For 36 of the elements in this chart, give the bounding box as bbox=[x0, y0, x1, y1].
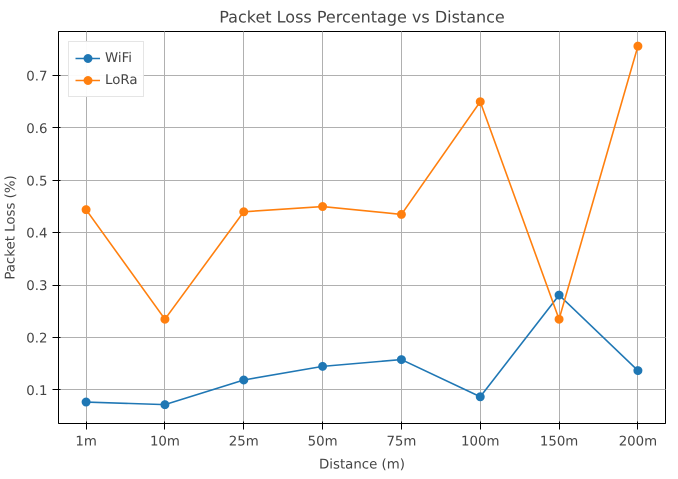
point bbox=[318, 362, 328, 371]
point bbox=[554, 290, 564, 300]
point bbox=[476, 97, 485, 106]
point bbox=[396, 355, 406, 364]
legend-label: WiFi bbox=[105, 50, 132, 66]
point bbox=[633, 366, 642, 376]
x-tick-label: 100m bbox=[461, 434, 500, 450]
y-axis-title: Packet Loss (%) bbox=[3, 175, 18, 280]
x-tick-label: 50m bbox=[308, 434, 338, 450]
point bbox=[318, 202, 328, 212]
x-tick-label: 10m bbox=[150, 434, 180, 450]
point bbox=[160, 400, 170, 410]
point bbox=[82, 205, 91, 214]
y-tick-label: 0.3 bbox=[26, 279, 48, 294]
x-tick-label: 75m bbox=[386, 434, 416, 450]
point bbox=[633, 42, 642, 51]
point bbox=[476, 392, 485, 402]
y-tick-label: 0.5 bbox=[26, 174, 48, 190]
y-tick-label: 0.6 bbox=[26, 122, 48, 137]
point bbox=[239, 376, 248, 384]
y-tick-label: 0.7 bbox=[26, 70, 48, 85]
legend-label: LoRa bbox=[105, 72, 138, 88]
point bbox=[160, 314, 170, 324]
x-tick-label: 150m bbox=[540, 434, 578, 450]
point bbox=[82, 398, 91, 407]
y-tick-label: 0.2 bbox=[26, 332, 48, 347]
x-tick-label: 1m bbox=[75, 434, 97, 450]
y-tick-label: 0.1 bbox=[26, 384, 48, 399]
point bbox=[239, 207, 248, 216]
chart-title: Packet Loss Percentage vs Distance bbox=[219, 8, 505, 26]
y-tick-label: 0.4 bbox=[26, 226, 48, 242]
point bbox=[396, 210, 406, 219]
point bbox=[554, 314, 564, 324]
x-tick-label: 200m bbox=[618, 434, 658, 450]
x-tick-label: 25m bbox=[228, 434, 259, 450]
x-axis-title: Distance (m) bbox=[319, 458, 405, 472]
